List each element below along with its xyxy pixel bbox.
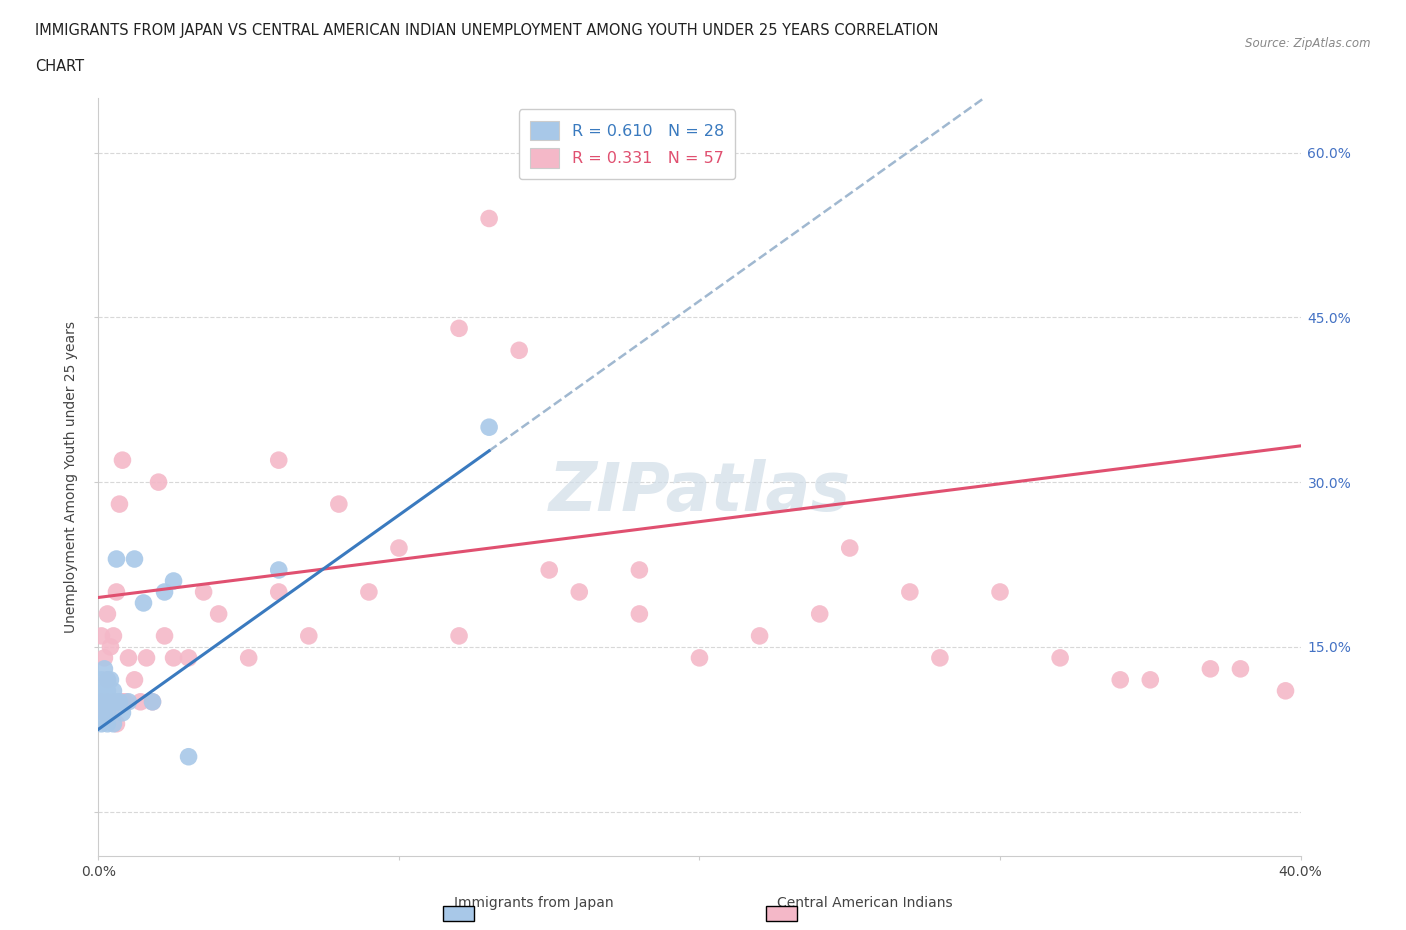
Point: [100, 705, 122, 720]
Point: [162, 650, 184, 665]
Point: [105, 695, 128, 710]
Point: [1199, 661, 1222, 676]
Point: [100, 695, 122, 710]
Point: [628, 606, 651, 621]
Point: [929, 650, 952, 665]
Point: [478, 211, 501, 226]
Point: [96, 606, 118, 621]
Point: [748, 629, 770, 644]
Point: [298, 629, 321, 644]
Point: [100, 672, 122, 687]
Point: [108, 497, 131, 512]
Text: Source: ZipAtlas.com: Source: ZipAtlas.com: [1246, 37, 1371, 50]
Point: [267, 453, 290, 468]
Point: [238, 650, 260, 665]
Point: [328, 497, 350, 512]
Point: [90, 629, 112, 644]
Point: [117, 650, 139, 665]
Text: ZIPatlas: ZIPatlas: [548, 458, 851, 525]
Point: [177, 750, 200, 764]
Point: [96, 684, 118, 698]
Text: Immigrants from Japan: Immigrants from Japan: [454, 896, 614, 910]
Point: [838, 540, 860, 555]
Point: [153, 629, 176, 644]
Point: [96, 705, 118, 720]
Text: IMMIGRANTS FROM JAPAN VS CENTRAL AMERICAN INDIAN UNEMPLOYMENT AMONG YOUTH UNDER : IMMIGRANTS FROM JAPAN VS CENTRAL AMERICA…: [35, 23, 939, 38]
Point: [100, 640, 122, 655]
Text: Central American Indians: Central American Indians: [778, 896, 952, 910]
Point: [93, 650, 115, 665]
Point: [96, 695, 118, 710]
Point: [898, 585, 921, 600]
Point: [267, 585, 290, 600]
Point: [628, 563, 651, 578]
Point: [105, 585, 128, 600]
Point: [447, 321, 470, 336]
Point: [267, 563, 290, 578]
Point: [568, 585, 591, 600]
Point: [108, 695, 131, 710]
Point: [124, 672, 146, 687]
Point: [388, 540, 411, 555]
Point: [1274, 684, 1296, 698]
Point: [124, 551, 146, 566]
Point: [141, 695, 163, 710]
Point: [103, 684, 125, 698]
Point: [96, 672, 118, 687]
Point: [96, 716, 118, 731]
Point: [96, 672, 118, 687]
Point: [103, 695, 125, 710]
Point: [357, 585, 380, 600]
Point: [162, 574, 184, 589]
Point: [90, 716, 112, 731]
Point: [148, 474, 170, 489]
Point: [1229, 661, 1251, 676]
Point: [93, 661, 115, 676]
Point: [105, 716, 128, 731]
Point: [177, 650, 200, 665]
Point: [193, 585, 215, 600]
Point: [105, 551, 128, 566]
Point: [103, 716, 125, 731]
Legend: R = 0.610   N = 28, R = 0.331   N = 57: R = 0.610 N = 28, R = 0.331 N = 57: [519, 110, 735, 179]
Point: [93, 705, 115, 720]
Point: [103, 629, 125, 644]
Point: [90, 695, 112, 710]
Y-axis label: Unemployment Among Youth under 25 years: Unemployment Among Youth under 25 years: [65, 321, 79, 632]
Point: [1049, 650, 1071, 665]
Point: [90, 672, 112, 687]
Point: [808, 606, 831, 621]
Point: [447, 629, 470, 644]
Point: [111, 453, 134, 468]
Point: [508, 343, 530, 358]
Point: [988, 585, 1011, 600]
Point: [93, 684, 115, 698]
Point: [208, 606, 231, 621]
Point: [1109, 672, 1132, 687]
Point: [538, 563, 561, 578]
Point: [689, 650, 711, 665]
Point: [93, 705, 115, 720]
Point: [132, 595, 155, 610]
Point: [111, 705, 134, 720]
Point: [93, 695, 115, 710]
Point: [135, 650, 157, 665]
Point: [141, 695, 163, 710]
Point: [111, 695, 134, 710]
Point: [117, 695, 139, 710]
Point: [90, 695, 112, 710]
Point: [1139, 672, 1161, 687]
Point: [114, 695, 136, 710]
Point: [129, 695, 152, 710]
Point: [108, 695, 131, 710]
Point: [478, 419, 501, 434]
Point: [153, 585, 176, 600]
Text: CHART: CHART: [35, 59, 84, 73]
